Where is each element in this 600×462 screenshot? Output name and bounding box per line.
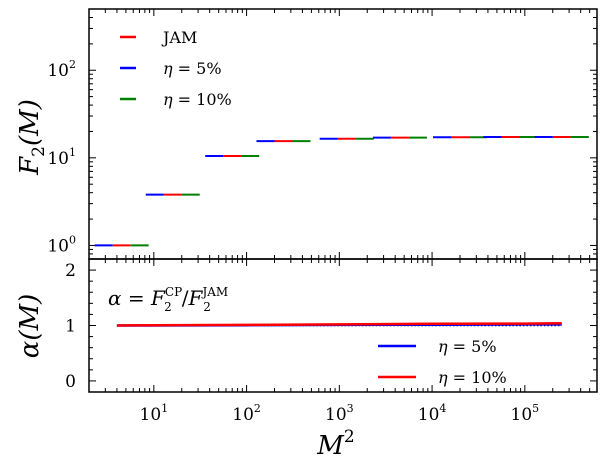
x-tick-exp: 3 — [347, 402, 354, 415]
alpha-def-den-base: F — [188, 286, 204, 310]
top-legend-label: η = 5% — [163, 59, 222, 78]
x-tick-label: 103 — [325, 402, 354, 425]
alpha-def-num-sup: CP — [165, 285, 182, 299]
top-ylabel: F2(M) — [15, 99, 49, 176]
x-tick-exp: 4 — [439, 402, 446, 415]
bottom-y-tick-label: 0 — [65, 372, 76, 392]
alpha-def-lhs: α — [108, 286, 122, 310]
legend-eta: η — [163, 90, 173, 109]
x-tick-base: 10 — [511, 405, 533, 425]
legend-value: = 10% — [448, 368, 507, 387]
bottom-legend-label: η = 5% — [438, 337, 497, 356]
y-tick-exp: 0 — [69, 233, 76, 246]
alpha-def-slash: / — [182, 286, 189, 310]
x-tick-exp: 2 — [254, 402, 261, 415]
x-tick-label: 102 — [232, 402, 261, 425]
bottom-ylabel: α(M) — [15, 294, 45, 358]
x-tick-label: 101 — [140, 402, 169, 425]
legend-value: = 5% — [448, 337, 497, 356]
alpha-def-den-sub: 2 — [203, 300, 211, 314]
alpha-definition: α = FCP 2/FJAM 2 — [108, 285, 228, 314]
x-tick-base: 10 — [140, 405, 162, 425]
y-tick-base: 10 — [47, 236, 69, 256]
y-tick-base: 10 — [47, 61, 69, 81]
x-tick-label: 105 — [511, 402, 540, 425]
alpha-def-eq: = — [122, 286, 151, 310]
top-legend-label: η = 10% — [163, 90, 232, 109]
top-y-tick-label: 101 — [47, 146, 76, 169]
legend-eta: η — [163, 59, 173, 78]
legend-value: = 10% — [173, 90, 232, 109]
x-tick-exp: 5 — [532, 402, 539, 415]
xlabel: M2 — [316, 427, 354, 461]
bottom-y-tick-label: 1 — [65, 317, 76, 337]
bottom-ylabel-arg: (M) — [15, 294, 45, 341]
bottom-legend-label: η = 10% — [438, 368, 507, 387]
x-tick-base: 10 — [325, 405, 347, 425]
alpha-series-line — [116, 322, 562, 327]
x-tick-label: 104 — [418, 402, 447, 425]
bottom-ylabel-base: α — [15, 340, 45, 358]
alpha-def-den-sup: JAM — [200, 285, 228, 299]
alpha-def-num-base: F — [150, 286, 166, 310]
top-ylabel-arg: (M) — [15, 99, 45, 146]
top-y-tick-label: 100 — [47, 233, 76, 256]
top-y-tick-label: 102 — [47, 58, 76, 81]
bottom-y-tick-label: 2 — [65, 261, 76, 281]
legend-value: = 5% — [173, 59, 222, 78]
xlabel-exp: 2 — [344, 427, 355, 447]
alpha-def-num-sub: 2 — [164, 300, 172, 314]
xlabel-base: M — [316, 431, 345, 461]
x-tick-exp: 1 — [161, 402, 168, 415]
top-legend-label: JAM — [161, 28, 197, 47]
legend-eta: η — [438, 368, 448, 387]
y-tick-base: 10 — [47, 149, 69, 169]
top-ylabel-sub: 2 — [29, 146, 49, 157]
y-tick-exp: 1 — [69, 146, 76, 159]
legend-eta: η — [438, 337, 448, 356]
y-tick-exp: 2 — [69, 58, 76, 71]
x-tick-base: 10 — [418, 405, 440, 425]
x-tick-base: 10 — [232, 405, 254, 425]
top-ylabel-base: F — [15, 156, 45, 176]
